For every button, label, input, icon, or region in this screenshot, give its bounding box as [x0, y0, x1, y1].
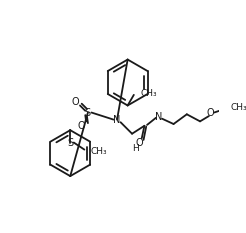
Text: N: N [113, 115, 121, 125]
Text: CH₃: CH₃ [230, 103, 246, 112]
Text: CH₃: CH₃ [91, 147, 107, 156]
Text: H: H [132, 144, 139, 153]
Text: O: O [72, 97, 79, 107]
Text: O: O [207, 108, 215, 118]
Text: O: O [135, 137, 143, 147]
Text: CH₃: CH₃ [140, 89, 157, 98]
Text: O: O [77, 121, 85, 131]
Text: S: S [67, 137, 73, 147]
Text: S: S [85, 107, 91, 117]
Text: N: N [155, 112, 162, 122]
